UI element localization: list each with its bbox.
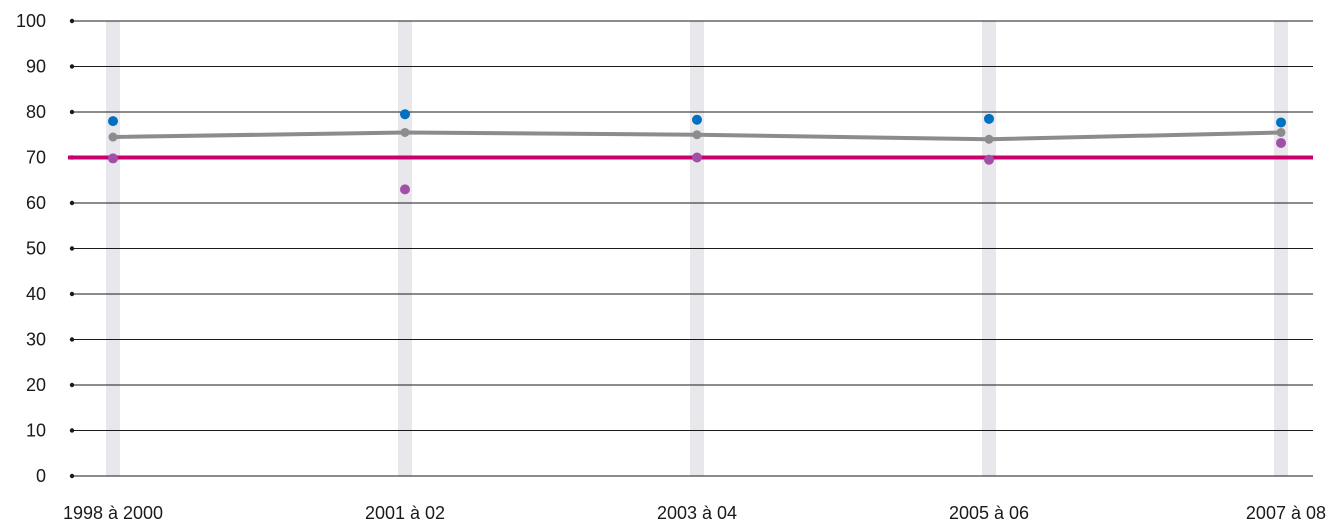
y-tick-dot [69,428,75,433]
x-tick-label: 1998 à 2000 [63,503,163,523]
series-line-point [400,127,410,137]
y-tick-label: 80 [26,102,46,122]
series-point [400,109,410,120]
y-tick-label: 100 [16,11,46,31]
y-tick-dot [69,473,75,479]
x-tick-label: 2001 à 02 [365,503,445,523]
series-line-point [108,132,118,142]
y-tick-label: 40 [26,284,46,304]
y-tick-label: 90 [26,57,46,77]
y-tick-label: 20 [26,375,46,395]
y-tick-dot [69,109,75,115]
y-axis: 0 10 20 30 40 50 60 70 80 90 100 [16,11,75,486]
y-tick-dot [69,200,75,206]
series-point [108,153,118,164]
series-point [984,113,994,124]
x-axis: 1998 à 2000 2001 à 02 2003 à 04 2005 à 06 20… [63,503,1326,523]
series-point [1276,117,1286,128]
series-point [400,184,410,195]
y-tick-label: 10 [26,421,46,441]
x-tick-label: 2007 à 08 [1246,503,1326,523]
series-group [108,109,1286,195]
series-point [984,154,994,165]
y-tick-dot [69,246,75,251]
series-line-point [1276,127,1286,137]
x-tick-label: 2005 à 06 [949,503,1029,523]
y-tick-dot [69,291,75,297]
y-tick-label: 70 [26,148,46,168]
series-line-point [984,134,994,144]
y-tick-label: 60 [26,193,46,213]
y-tick-dot [69,337,75,342]
series-line-point [692,130,702,140]
series-point [692,152,702,163]
gridlines [72,20,1313,477]
x-tick-label: 2003 à 04 [657,503,737,523]
y-tick-label: 30 [26,330,46,350]
y-tick-dot [69,64,75,69]
y-tick-label: 50 [26,239,46,259]
series-point [1276,137,1286,148]
series-point [692,114,702,125]
series-point [108,116,118,127]
y-tick-label: 0 [36,466,46,486]
y-tick-dot [69,18,75,24]
y-tick-dot [69,382,75,388]
